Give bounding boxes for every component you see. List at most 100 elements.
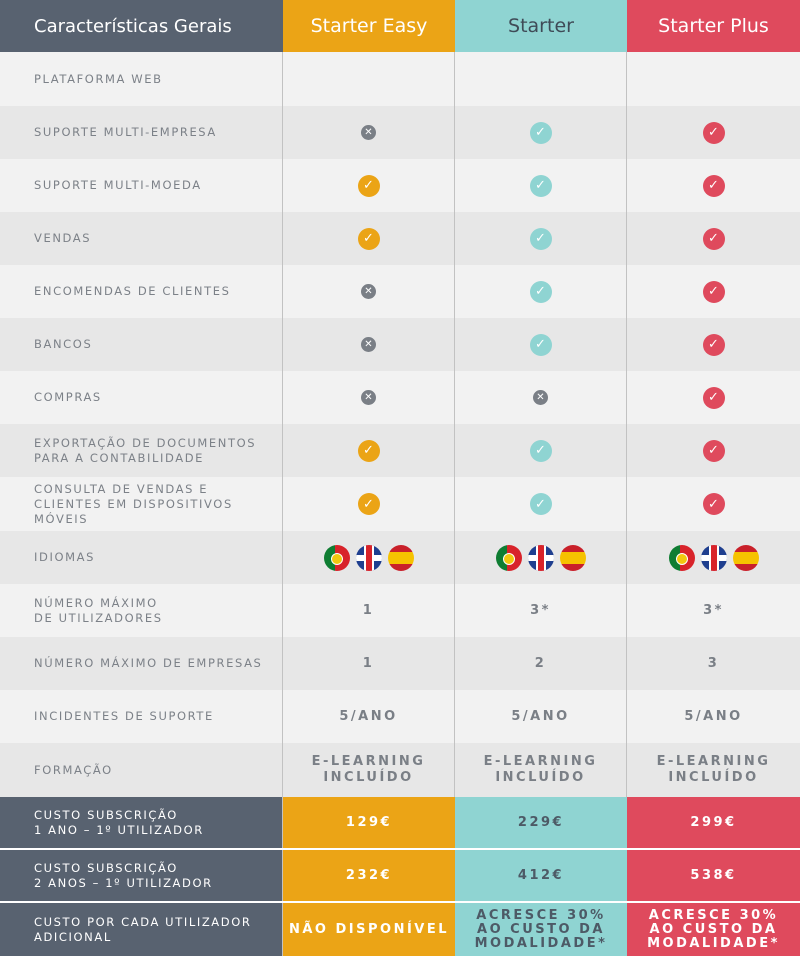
check-icon: ✓ bbox=[702, 121, 725, 144]
feature-label: IDIOMAS bbox=[34, 550, 95, 564]
cell-starter-easy: ✕ bbox=[283, 318, 455, 371]
cell-starter-plus bbox=[627, 52, 800, 106]
feature-label-cell: NÚMERO MÁXIMO DE EMPRESAS bbox=[0, 637, 283, 690]
cell-starter: E-LEARNING INCLUÍDO bbox=[455, 743, 627, 797]
price-value: 229€ bbox=[517, 815, 565, 830]
cross-icon: ✕ bbox=[361, 337, 376, 352]
feature-label: COMPRAS bbox=[34, 390, 102, 404]
language-flags bbox=[668, 544, 759, 571]
price-value: 299€ bbox=[690, 815, 737, 830]
feature-label: BANCOS bbox=[34, 337, 93, 351]
check-icon: ✓ bbox=[529, 280, 552, 303]
cell-starter-easy bbox=[283, 531, 455, 584]
portugal-flag-icon bbox=[323, 544, 350, 571]
feature-label-cell: INCIDENTES DE SUPORTE bbox=[0, 690, 283, 743]
table-row: VENDAS ✓ ✓ ✓ bbox=[0, 212, 800, 265]
cell-starter: ✓ bbox=[455, 477, 627, 531]
price-starter-plus: ACRESCE 30% AO CUSTO DA MODALIDADE* bbox=[627, 903, 800, 956]
table-row: EXPORTAÇÃO DE DOCUMENTOS PARA A CONTABIL… bbox=[0, 424, 800, 477]
check-icon: ✓ bbox=[529, 121, 552, 144]
price-label: CUSTO SUBSCRIÇÃO 1 ANO – 1º UTILIZADOR bbox=[34, 808, 204, 837]
cell-starter: 5/ANO bbox=[455, 690, 627, 743]
cell-starter-plus: E-LEARNING INCLUÍDO bbox=[627, 743, 800, 797]
check-icon: ✓ bbox=[357, 227, 380, 250]
check-icon: ✓ bbox=[529, 493, 552, 515]
cell-starter-easy: ✕ bbox=[283, 106, 455, 159]
table-row: BANCOS ✕ ✓ ✓ bbox=[0, 318, 800, 371]
feature-label-cell: COMPRAS bbox=[0, 371, 283, 424]
feature-label-cell: BANCOS bbox=[0, 318, 283, 371]
cell-starter-plus: ✓ bbox=[627, 159, 800, 212]
cell-starter-plus: ✓ bbox=[627, 106, 800, 159]
cell-starter: 3* bbox=[455, 584, 627, 637]
cell-value: 1 bbox=[362, 602, 375, 618]
cell-value: 2 bbox=[534, 655, 547, 671]
cell-starter-easy: 5/ANO bbox=[283, 690, 455, 743]
feature-label-cell: ENCOMENDAS DE CLIENTES bbox=[0, 265, 283, 318]
price-label-cell: CUSTO POR CADA UTILIZADOR ADICIONAL bbox=[0, 903, 283, 956]
header-starter-easy: Starter Easy bbox=[283, 0, 455, 60]
table-row: PLATAFORMA WEB bbox=[0, 52, 800, 106]
cell-starter: ✓ bbox=[455, 265, 627, 318]
cell-value: 1 bbox=[362, 655, 375, 671]
check-icon: ✓ bbox=[529, 333, 552, 356]
spain-flag-icon bbox=[559, 544, 586, 571]
check-icon: ✓ bbox=[702, 227, 725, 250]
feature-label: SUPORTE MULTI-MOEDA bbox=[34, 178, 202, 192]
price-value: 412€ bbox=[517, 868, 565, 883]
table-row: SUPORTE MULTI-EMPRESA ✕ ✓ ✓ bbox=[0, 106, 800, 159]
feature-label-cell: SUPORTE MULTI-MOEDA bbox=[0, 159, 283, 212]
language-flags bbox=[323, 544, 414, 571]
spain-flag-icon bbox=[732, 544, 759, 571]
header-starter-easy-label: Starter Easy bbox=[310, 15, 428, 37]
price-value: 129€ bbox=[345, 815, 393, 830]
feature-label-cell: NÚMERO MÁXIMO DE UTILIZADORES bbox=[0, 584, 283, 637]
cell-starter-plus: 5/ANO bbox=[627, 690, 800, 743]
cell-starter-plus bbox=[627, 531, 800, 584]
table-row: ENCOMENDAS DE CLIENTES ✕ ✓ ✓ bbox=[0, 265, 800, 318]
cell-starter-easy: ✓ bbox=[283, 424, 455, 477]
price-row: CUSTO SUBSCRIÇÃO 1 ANO – 1º UTILIZADOR 12… bbox=[0, 797, 800, 849]
table-header: Características Gerais Starter Easy Star… bbox=[0, 0, 800, 60]
price-label: CUSTO POR CADA UTILIZADOR ADICIONAL bbox=[34, 914, 252, 944]
cell-starter-plus: ✓ bbox=[627, 318, 800, 371]
cell-starter-easy: ✕ bbox=[283, 265, 455, 318]
price-value: ACRESCE 30% AO CUSTO DA MODALIDADE* bbox=[647, 907, 780, 951]
table-row: CONSULTA DE VENDAS E CLIENTES EM DISPOSI… bbox=[0, 477, 800, 531]
price-value: ACRESCE 30% AO CUSTO DA MODALIDADE* bbox=[474, 907, 608, 951]
cell-starter: ✕ bbox=[455, 371, 627, 424]
portugal-flag-icon bbox=[495, 544, 522, 571]
header-features: Características Gerais bbox=[0, 0, 283, 52]
check-icon: ✓ bbox=[529, 439, 552, 462]
check-icon: ✓ bbox=[357, 439, 380, 462]
cell-value: 5/ANO bbox=[339, 708, 398, 724]
table-row: FORMAÇÃO E-LEARNING INCLUÍDO E-LEARNING IN… bbox=[0, 743, 800, 797]
uk-flag-icon bbox=[527, 544, 554, 571]
language-flags bbox=[495, 544, 586, 571]
table-row: NÚMERO MÁXIMO DE EMPRESAS 1 2 3 bbox=[0, 637, 800, 690]
check-icon: ✓ bbox=[357, 174, 380, 197]
table-row: SUPORTE MULTI-MOEDA ✓ ✓ ✓ bbox=[0, 159, 800, 212]
check-icon: ✓ bbox=[529, 227, 552, 250]
cell-starter-easy bbox=[283, 52, 455, 106]
cross-icon: ✕ bbox=[361, 125, 376, 140]
header-starter-label: Starter bbox=[508, 15, 574, 37]
table-row: COMPRAS ✕ ✕ ✓ bbox=[0, 371, 800, 424]
cell-value: 3* bbox=[530, 602, 551, 618]
check-icon: ✓ bbox=[702, 333, 725, 356]
cell-starter-easy: ✓ bbox=[283, 159, 455, 212]
cross-icon: ✕ bbox=[533, 390, 548, 405]
cell-value: E-LEARNING INCLUÍDO bbox=[656, 754, 771, 785]
feature-label: PLATAFORMA WEB bbox=[34, 71, 163, 86]
uk-flag-icon bbox=[700, 544, 727, 571]
price-row-separator bbox=[0, 901, 800, 903]
check-icon: ✓ bbox=[702, 493, 725, 515]
price-value: NÃO DISPONÍVEL bbox=[288, 921, 450, 937]
price-starter: 412€ bbox=[455, 850, 627, 902]
cell-starter-plus: ✓ bbox=[627, 265, 800, 318]
portugal-flag-icon bbox=[668, 544, 695, 571]
check-icon: ✓ bbox=[357, 493, 380, 515]
price-value: 232€ bbox=[345, 868, 393, 883]
header-features-label: Características Gerais bbox=[34, 15, 232, 37]
